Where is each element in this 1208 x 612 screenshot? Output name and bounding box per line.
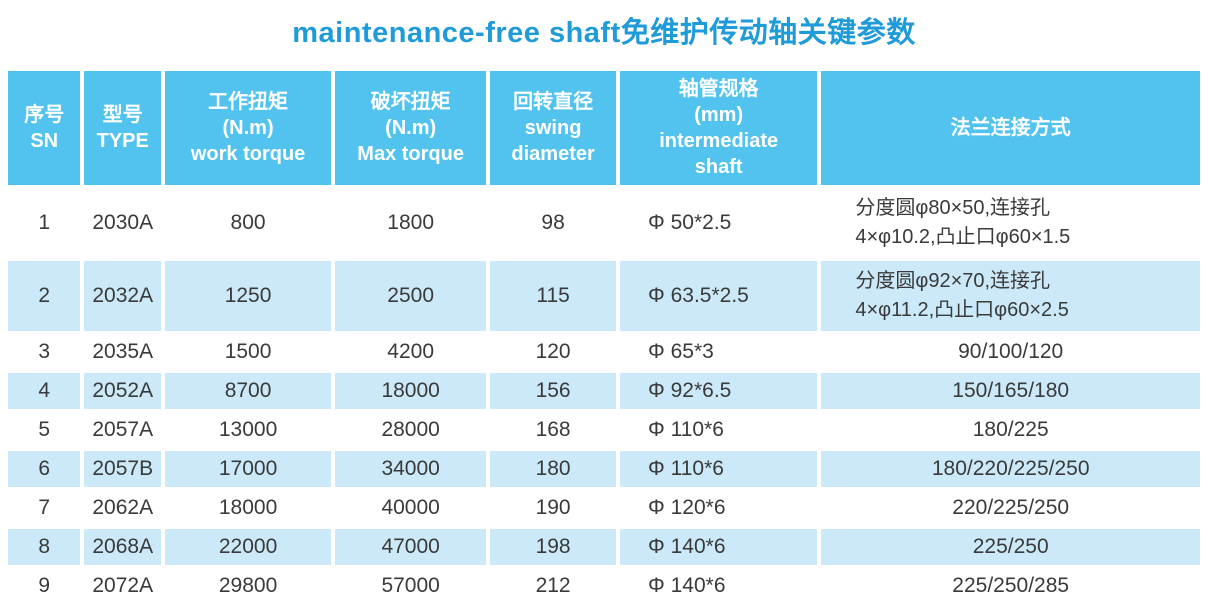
- cell-flange: 180/220/225/250: [821, 451, 1200, 487]
- cell-type: 2057A: [84, 412, 161, 448]
- table-row-6: 6 2057B 17000 34000 180 Φ 110*6 180/220/…: [8, 451, 1200, 487]
- cell-type: 2030A: [84, 188, 161, 258]
- cell-tube-spec: Φ 50*2.5: [620, 188, 818, 258]
- col-header-swing-diameter: 回转直径 swing diameter: [490, 71, 617, 185]
- cell-tube-spec: Φ 92*6.5: [620, 373, 818, 409]
- col-header-sn: 序号 SN: [8, 71, 81, 185]
- page-title: maintenance-free shaft免维护传动轴关键参数: [292, 17, 916, 49]
- col-header-work-torque: 工作扭矩 (N.m) work torque: [165, 71, 332, 185]
- cell-flange: 150/165/180: [821, 373, 1200, 409]
- cell-max-torque: 1800: [335, 188, 487, 258]
- shaft-parameters-table: 序号 SN 型号 TYPE 工作扭矩 (N.m) work torque 破坏扭…: [4, 68, 1204, 607]
- cell-sn: 7: [8, 490, 81, 526]
- table-row-9: 9 2072A 29800 57000 212 Φ 140*6 225/250/…: [8, 568, 1200, 604]
- cell-sn: 1: [8, 188, 81, 258]
- cell-flange: 225/250: [821, 529, 1200, 565]
- cell-work-torque: 8700: [165, 373, 332, 409]
- header-row: 序号 SN 型号 TYPE 工作扭矩 (N.m) work torque 破坏扭…: [8, 71, 1200, 185]
- cell-work-torque: 29800: [165, 568, 332, 604]
- cell-type: 2068A: [84, 529, 161, 565]
- cell-flange: 180/225: [821, 412, 1200, 448]
- cell-flange: 分度圆φ92×70,连接孔 4×φ11.2,凸止口φ60×2.5: [821, 261, 1200, 331]
- cell-swing-diameter: 180: [490, 451, 617, 487]
- cell-max-torque: 57000: [335, 568, 487, 604]
- cell-sn: 9: [8, 568, 81, 604]
- cell-max-torque: 2500: [335, 261, 487, 331]
- cell-flange: 220/225/250: [821, 490, 1200, 526]
- cell-flange: 分度圆φ80×50,连接孔 4×φ10.2,凸止口φ60×1.5: [821, 188, 1200, 258]
- cell-tube-spec: Φ 110*6: [620, 412, 818, 448]
- cell-work-torque: 22000: [165, 529, 332, 565]
- cell-tube-spec: Φ 140*6: [620, 568, 818, 604]
- cell-work-torque: 13000: [165, 412, 332, 448]
- cell-type: 2062A: [84, 490, 161, 526]
- cell-tube-spec: Φ 63.5*2.5: [620, 261, 818, 331]
- cell-type: 2072A: [84, 568, 161, 604]
- table-row-1: 1 2030A 800 1800 98 Φ 50*2.5 分度圆φ80×50,连…: [8, 188, 1200, 258]
- cell-type: 2057B: [84, 451, 161, 487]
- cell-swing-diameter: 120: [490, 334, 617, 370]
- cell-work-torque: 17000: [165, 451, 332, 487]
- cell-work-torque: 1250: [165, 261, 332, 331]
- table-row-5: 5 2057A 13000 28000 168 Φ 110*6 180/225: [8, 412, 1200, 448]
- cell-sn: 8: [8, 529, 81, 565]
- cell-max-torque: 34000: [335, 451, 487, 487]
- cell-flange: 90/100/120: [821, 334, 1200, 370]
- cell-work-torque: 800: [165, 188, 332, 258]
- cell-tube-spec: Φ 140*6: [620, 529, 818, 565]
- cell-sn: 2: [8, 261, 81, 331]
- cell-max-torque: 4200: [335, 334, 487, 370]
- cell-sn: 4: [8, 373, 81, 409]
- col-header-type: 型号 TYPE: [84, 71, 161, 185]
- cell-work-torque: 1500: [165, 334, 332, 370]
- table-row-7: 7 2062A 18000 40000 190 Φ 120*6 220/225/…: [8, 490, 1200, 526]
- col-header-flange: 法兰连接方式: [821, 71, 1200, 185]
- cell-type: 2052A: [84, 373, 161, 409]
- cell-swing-diameter: 168: [490, 412, 617, 448]
- cell-work-torque: 18000: [165, 490, 332, 526]
- cell-max-torque: 18000: [335, 373, 487, 409]
- cell-swing-diameter: 156: [490, 373, 617, 409]
- cell-sn: 3: [8, 334, 81, 370]
- cell-sn: 5: [8, 412, 81, 448]
- table-row-2: 2 2032A 1250 2500 115 Φ 63.5*2.5 分度圆φ92×…: [8, 261, 1200, 331]
- col-header-tube-spec: 轴管规格 (mm) intermediate shaft: [620, 71, 818, 185]
- cell-flange: 225/250/285: [821, 568, 1200, 604]
- cell-tube-spec: Φ 110*6: [620, 451, 818, 487]
- cell-sn: 6: [8, 451, 81, 487]
- cell-tube-spec: Φ 65*3: [620, 334, 818, 370]
- cell-swing-diameter: 98: [490, 188, 617, 258]
- cell-type: 2035A: [84, 334, 161, 370]
- cell-type: 2032A: [84, 261, 161, 331]
- cell-tube-spec: Φ 120*6: [620, 490, 818, 526]
- cell-max-torque: 47000: [335, 529, 487, 565]
- cell-swing-diameter: 198: [490, 529, 617, 565]
- col-header-max-torque: 破坏扭矩 (N.m) Max torque: [335, 71, 487, 185]
- cell-max-torque: 40000: [335, 490, 487, 526]
- cell-max-torque: 28000: [335, 412, 487, 448]
- cell-swing-diameter: 115: [490, 261, 617, 331]
- cell-swing-diameter: 190: [490, 490, 617, 526]
- cell-swing-diameter: 212: [490, 568, 617, 604]
- table-row-8: 8 2068A 22000 47000 198 Φ 140*6 225/250: [8, 529, 1200, 565]
- table-row-3: 3 2035A 1500 4200 120 Φ 65*3 90/100/120: [8, 334, 1200, 370]
- table-row-4: 4 2052A 8700 18000 156 Φ 92*6.5 150/165/…: [8, 373, 1200, 409]
